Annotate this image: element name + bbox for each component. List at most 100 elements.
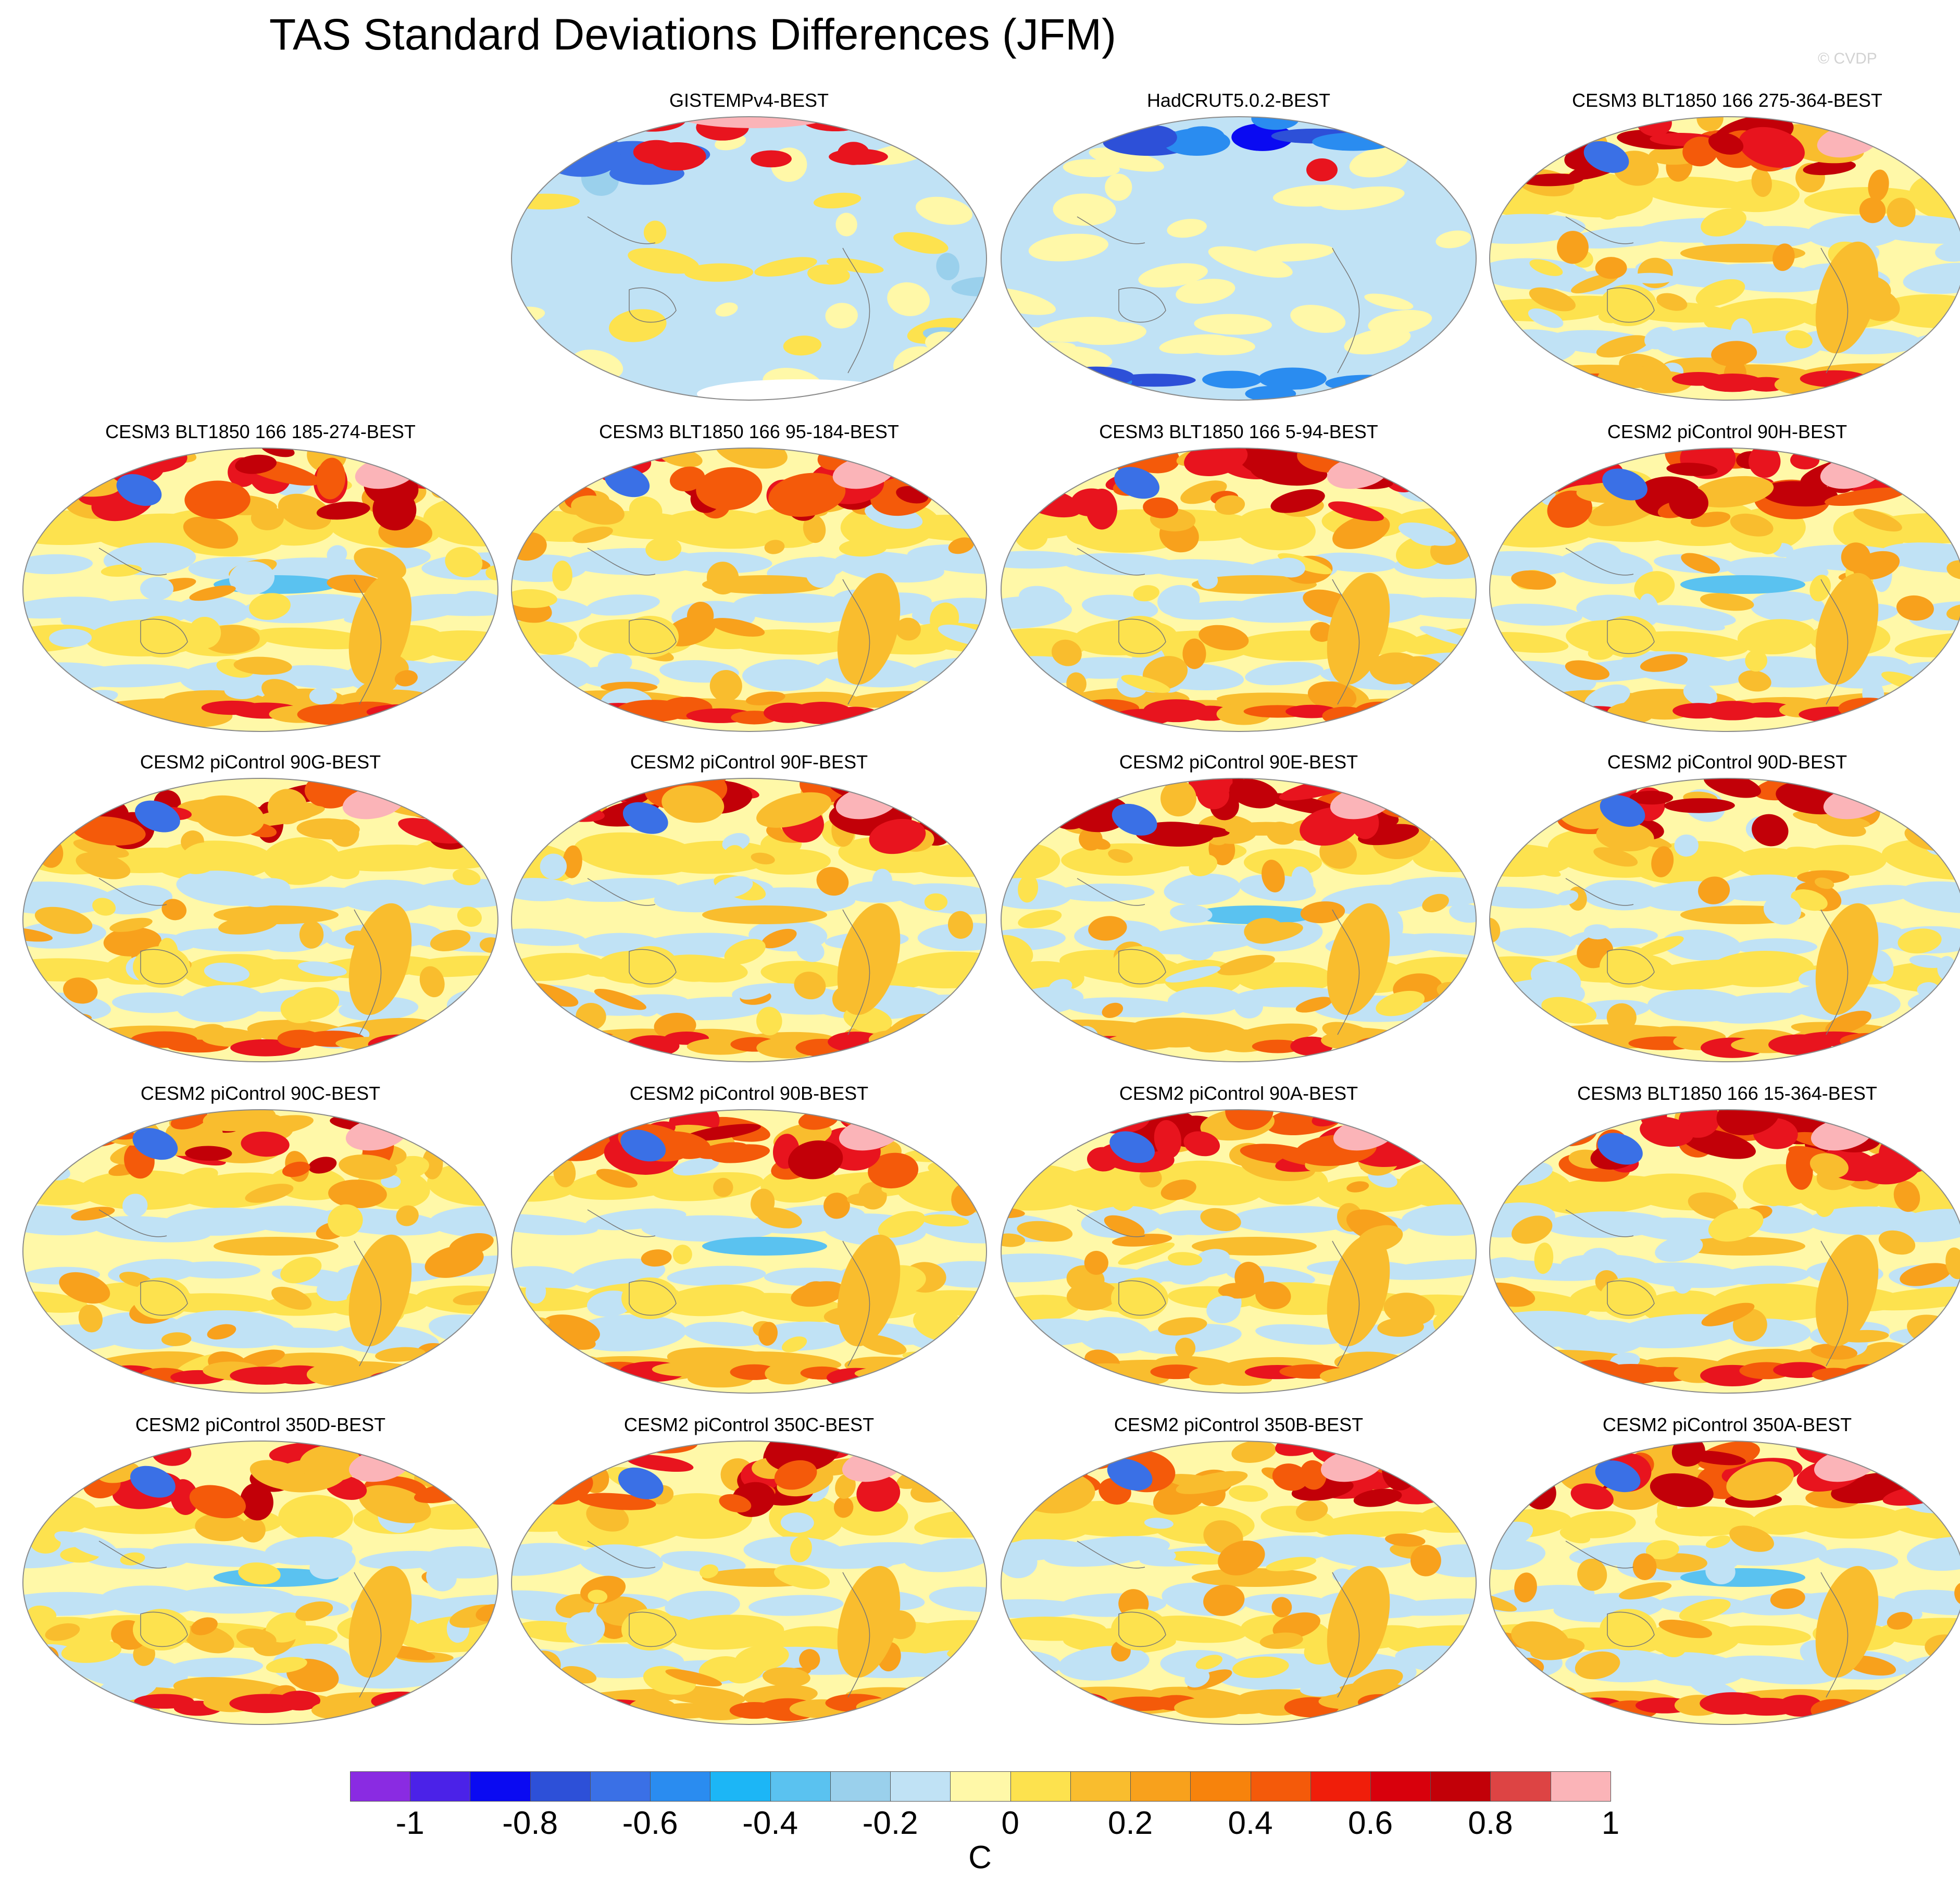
- contour-band: [892, 1620, 987, 1655]
- global-map: [511, 778, 987, 1062]
- southern-ocean-anomaly: [1878, 375, 1925, 391]
- contour-patch: [1255, 1281, 1291, 1309]
- contour-band: [1490, 603, 1582, 626]
- map-panel: CESM2 piControl 90E-BEST: [999, 751, 1478, 1069]
- contour-patch: [807, 264, 850, 285]
- contour-band: [241, 1206, 343, 1233]
- cold-anomaly: [1133, 125, 1177, 150]
- panel-title: CESM2 piControl 90F-BEST: [630, 751, 868, 773]
- continent-south-america: [348, 1234, 412, 1347]
- continent-south-america: [1327, 1234, 1390, 1347]
- contour-patch: [942, 1457, 968, 1486]
- high-latitude-anomaly: [788, 1140, 843, 1180]
- contour-patch: [878, 1211, 926, 1238]
- contour-patch: [1701, 1302, 1755, 1326]
- contour-patch: [195, 1513, 248, 1542]
- contour-band: [1879, 542, 1960, 573]
- high-latitude-anomaly: [308, 1157, 337, 1174]
- contour-patch: [1511, 1621, 1569, 1656]
- colorbar-box: [1550, 1771, 1611, 1802]
- continent-south-america: [1815, 573, 1879, 685]
- high-latitude-anomaly: [189, 1485, 246, 1519]
- map-panel: CESM3 BLT1850 166 185-274-BEST: [21, 421, 500, 739]
- contour-band: [511, 1543, 588, 1576]
- high-latitude-anomaly: [696, 467, 763, 511]
- contour-patch: [948, 537, 975, 554]
- contour-band: [1878, 962, 1960, 994]
- continent-australia: [133, 946, 190, 988]
- contour-patch: [1762, 1183, 1785, 1207]
- map-panel: CESM2 piControl 350C-BEST: [509, 1414, 989, 1732]
- southern-ocean-anomaly: [371, 1691, 431, 1711]
- contour-band: [909, 1695, 987, 1710]
- contour-patch: [802, 1281, 832, 1303]
- high-latitude-anomaly: [316, 501, 370, 520]
- map-outline: [511, 116, 987, 401]
- contour-patch: [1195, 1655, 1222, 1670]
- contour-patch: [835, 1474, 856, 1499]
- contour-band: [1704, 298, 1817, 334]
- high-latitude-anomaly: [914, 1441, 962, 1473]
- southern-ocean-anomaly: [72, 1367, 121, 1389]
- contour-patch: [1521, 860, 1561, 877]
- contour-patch: [1825, 1011, 1871, 1035]
- contour-patch: [1772, 243, 1795, 271]
- southern-ocean-anomaly: [530, 1363, 572, 1380]
- contour-patch: [1066, 1281, 1118, 1311]
- contour-patch: [540, 853, 567, 879]
- contour-band: [1889, 688, 1960, 715]
- contour-patch: [1557, 231, 1589, 264]
- contour-patch: [513, 682, 571, 714]
- contour-band: [1001, 690, 1073, 717]
- contour-patch: [161, 899, 187, 921]
- contour-band: [1401, 933, 1476, 956]
- contour-patch: [266, 1657, 307, 1673]
- contour-patch: [1581, 1248, 1623, 1278]
- contour-patch: [1659, 1637, 1686, 1657]
- contour-patch: [1217, 954, 1275, 976]
- contour-patch: [1295, 997, 1332, 1013]
- contour-band: [1056, 883, 1155, 902]
- watermark: © CVDP: [1818, 50, 1877, 67]
- contour-patch: [1791, 889, 1828, 911]
- contour-patch: [628, 248, 700, 274]
- continent-south-america: [348, 573, 412, 685]
- contour-patch: [1033, 317, 1121, 342]
- contour-patch: [1606, 1003, 1637, 1032]
- contour-band: [683, 1322, 768, 1347]
- coastline: [587, 1209, 870, 1367]
- high-latitude-anomaly: [1682, 136, 1718, 167]
- contour-patch: [816, 867, 849, 896]
- contour-patch: [295, 1601, 333, 1621]
- high-latitude-anomaly: [661, 785, 725, 823]
- coastline: [587, 878, 870, 1035]
- contour-band: [764, 1268, 851, 1286]
- contour-band: [23, 1026, 111, 1049]
- contour-patch: [1887, 1612, 1913, 1630]
- southern-ocean-anomaly: [1383, 1368, 1443, 1387]
- high-latitude-anomaly: [1824, 487, 1906, 506]
- contour-patch: [1104, 1215, 1145, 1237]
- contour-patch: [1001, 998, 1035, 1013]
- contour-patch: [1809, 575, 1831, 602]
- contour-patch: [236, 1628, 277, 1648]
- high-latitude-anomaly: [1761, 481, 1838, 507]
- contour-band: [1882, 1354, 1960, 1375]
- colorbar-box: [1250, 1771, 1311, 1802]
- contour-patch: [1887, 197, 1916, 228]
- global-map: [511, 116, 987, 401]
- contour-patch: [1946, 604, 1960, 620]
- contour-band: [1899, 881, 1960, 913]
- contour-band: [253, 627, 373, 650]
- southern-ocean-anomaly: [1838, 698, 1897, 719]
- high-latitude-anomaly: [1520, 787, 1572, 804]
- contour-band: [168, 1657, 264, 1678]
- southern-ocean-anomaly: [1499, 1363, 1559, 1381]
- contour-band: [560, 878, 679, 902]
- panel-title: CESM2 piControl 350A-BEST: [1602, 1414, 1852, 1435]
- contour-patch: [1266, 1557, 1317, 1571]
- contour-band: [23, 1175, 97, 1206]
- global-map: [22, 1441, 498, 1725]
- contour-patch: [1636, 936, 1684, 957]
- contour-band: [1401, 1204, 1476, 1236]
